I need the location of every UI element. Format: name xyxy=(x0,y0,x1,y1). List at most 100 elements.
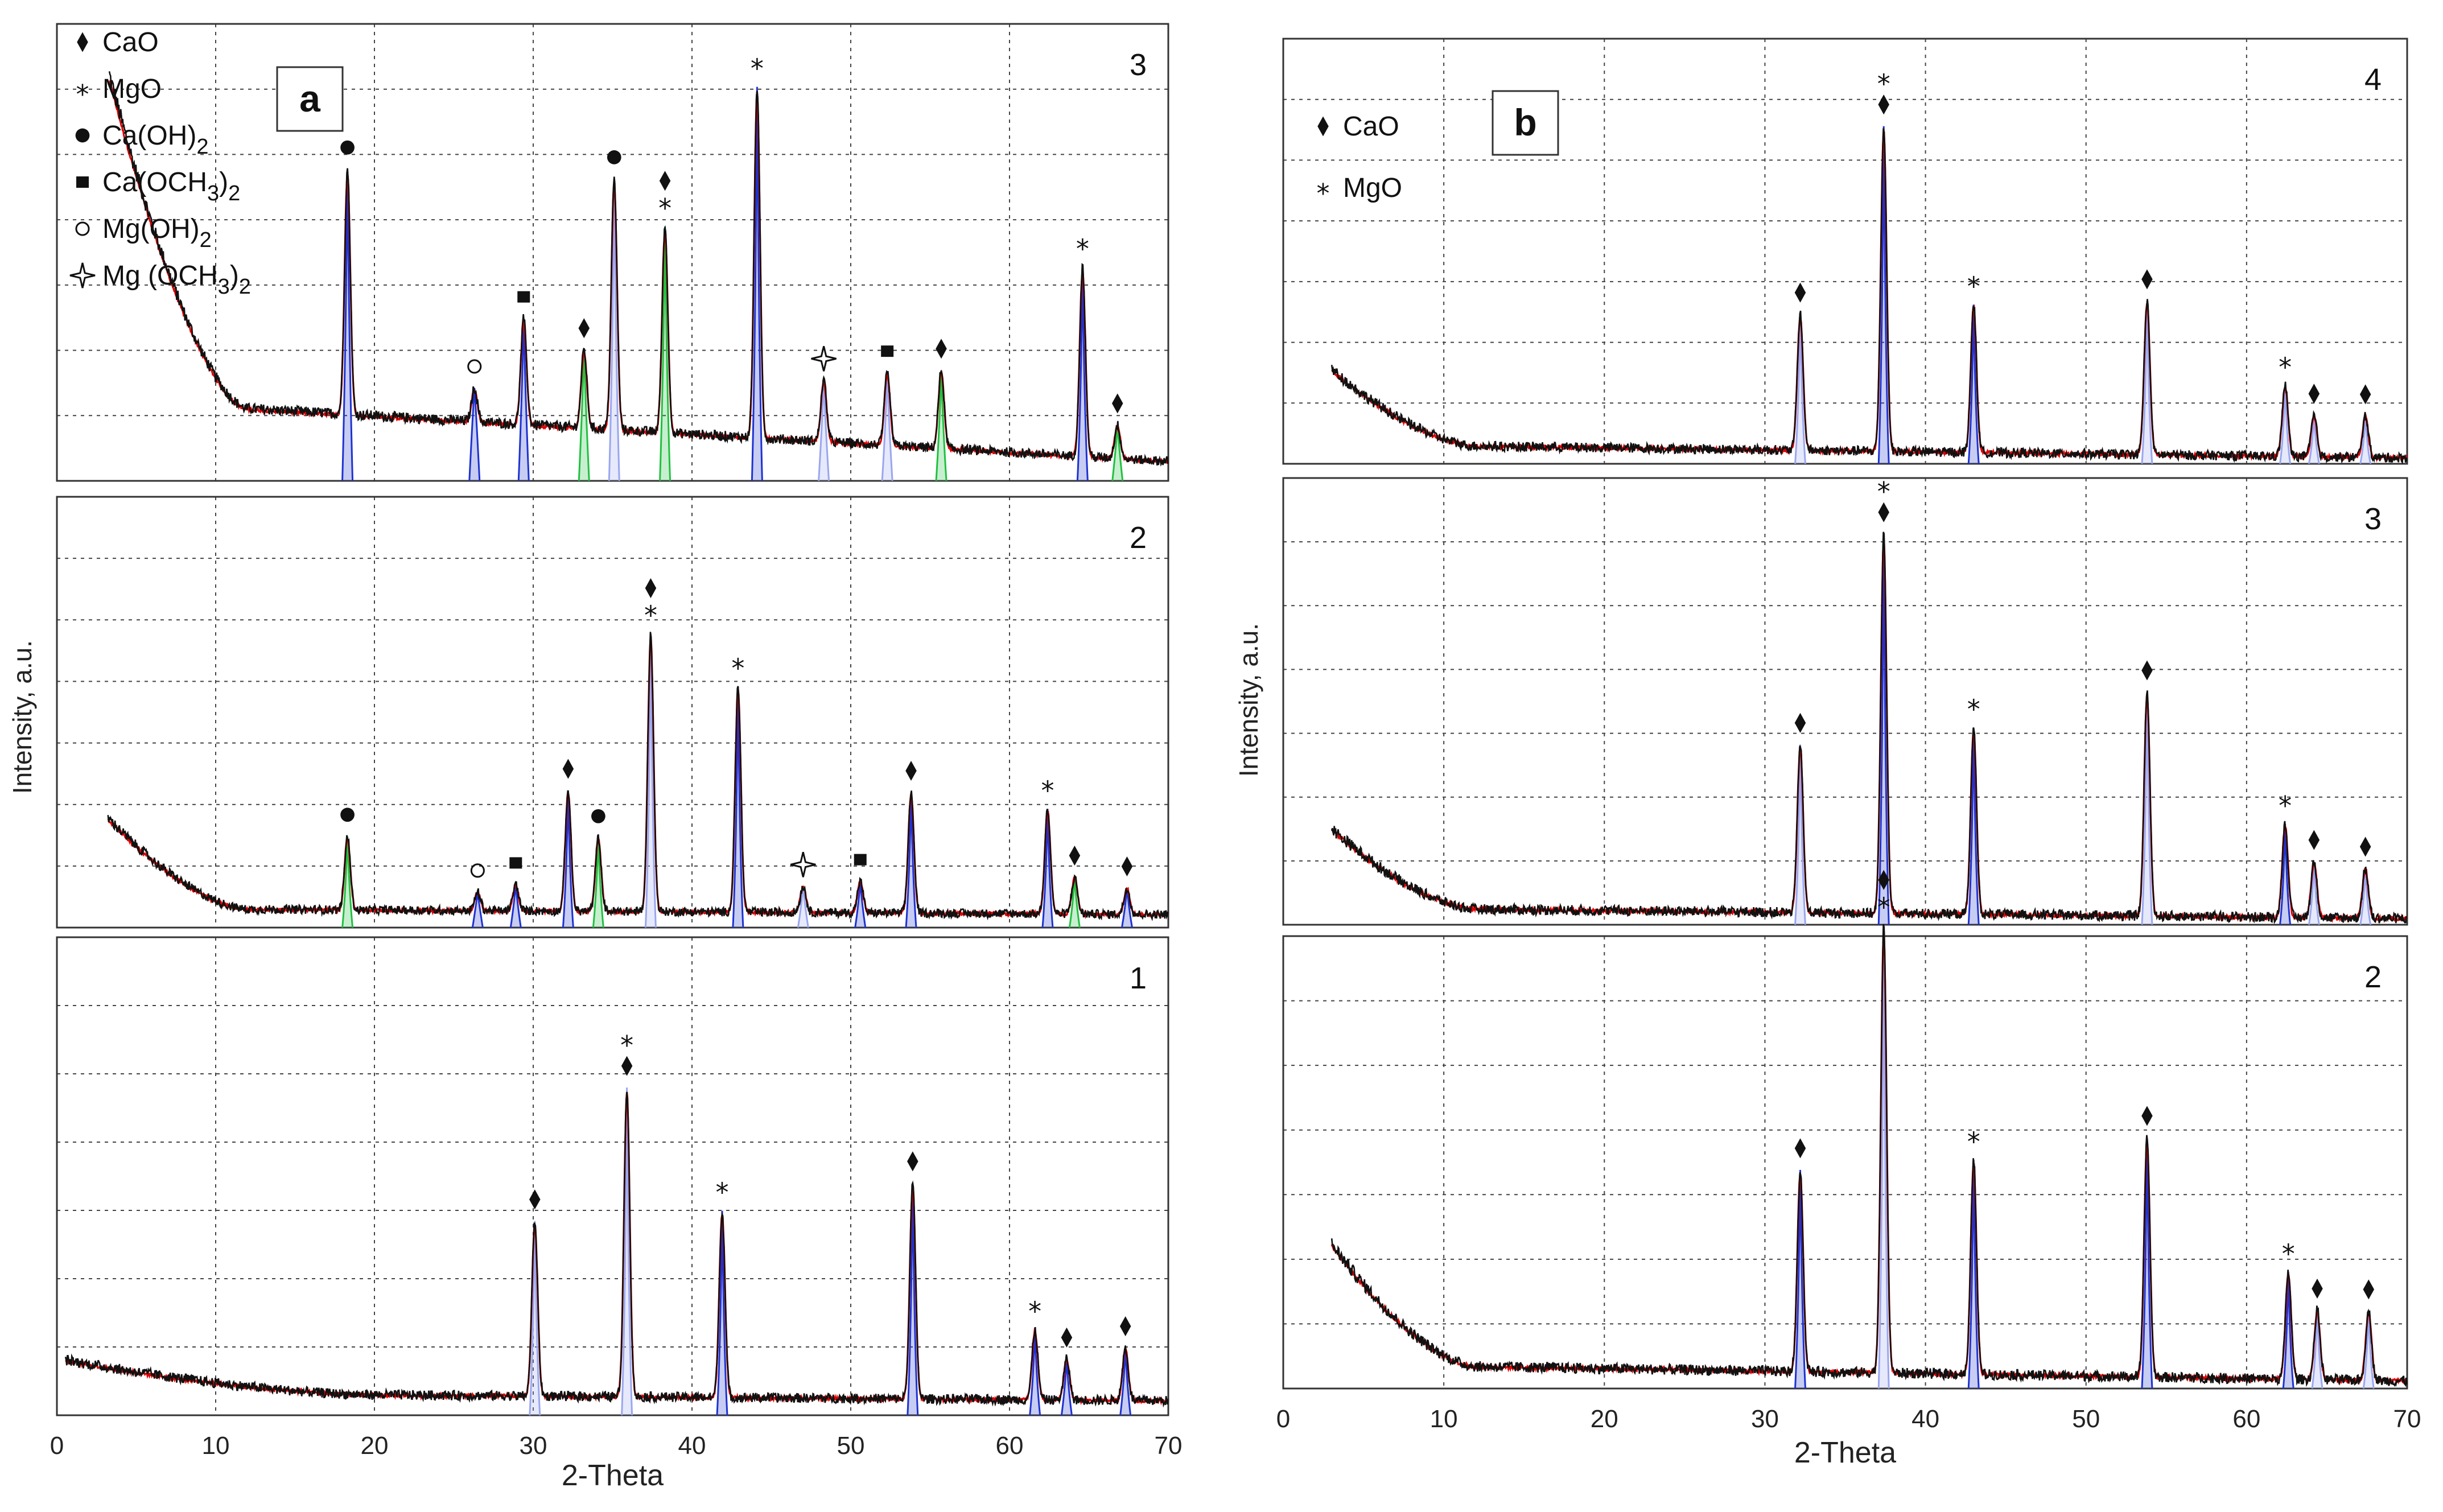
peak-marker-diamond xyxy=(1794,1138,1806,1159)
subplot-number: 2 xyxy=(2364,960,2382,994)
peak-marker-star: * xyxy=(1028,1296,1041,1327)
peak-marker-diamond xyxy=(529,1189,541,1210)
subplot-number: 2 xyxy=(1130,521,1147,555)
legend-item-square: Ca(OCH3)2 xyxy=(76,167,240,205)
phase-peak xyxy=(517,318,530,481)
peak-marker-star: * xyxy=(1877,892,1890,922)
gridlines xyxy=(1283,478,2407,925)
x-tick-label: 50 xyxy=(837,1432,865,1460)
peak-marker-star: * xyxy=(1967,271,1980,302)
peak-marker-star: * xyxy=(2279,790,2292,821)
legend-label: Mg(OH)2 xyxy=(102,214,212,252)
subplot-a-3: * * * 3 xyxy=(56,23,1169,482)
observed-profile xyxy=(1330,128,2408,464)
peak-marker-dot xyxy=(340,140,355,155)
peak-markers: * * * xyxy=(340,53,1123,414)
subplot-a-2: * * * 2 xyxy=(56,496,1169,929)
peak-markers: * * * xyxy=(1794,69,2371,405)
legend-label: CaO xyxy=(102,27,159,57)
phase-peak xyxy=(818,380,830,481)
peak-markers: * * * xyxy=(1794,476,2371,857)
calculated-profile xyxy=(65,1092,1169,1406)
peak-marker-diamond xyxy=(1794,282,1806,303)
calculated-profile xyxy=(1330,539,2408,924)
x-axis-title: 2-Theta xyxy=(1794,1436,1896,1469)
calculated-profile xyxy=(1331,131,2408,463)
legend: CaO * MgO xyxy=(1317,112,1403,209)
subplot-number: 1 xyxy=(1130,961,1147,995)
phase-peak xyxy=(509,884,522,928)
legend-label: Mg (OCH3)2 xyxy=(102,261,251,299)
x-tick-label: 30 xyxy=(520,1432,547,1460)
peak-marker-diamond xyxy=(1119,1316,1131,1337)
peak-marker-diamond xyxy=(1061,1327,1073,1348)
observed-profile xyxy=(1330,532,2408,924)
subplot-frame xyxy=(56,23,1169,482)
phase-peak xyxy=(1967,304,1980,464)
phase-peak xyxy=(1877,126,1890,464)
phase-peak xyxy=(751,86,763,481)
y-axis-title: Intensity, a.u. xyxy=(7,640,37,794)
peak-marker-diamond xyxy=(645,578,657,599)
peak-marker-diamond xyxy=(578,318,590,339)
phase-peaks xyxy=(529,1087,1132,1416)
peak-marker-square xyxy=(854,854,867,866)
legend-square-icon xyxy=(76,176,89,188)
legend-item-dot: Ca(OH)2 xyxy=(75,121,208,159)
legend: CaO * MgO Ca(OH)2 Ca(OCH3)2 Mg(OH)2 Mg (OCH3)2 xyxy=(69,27,251,299)
legend-item-diamond: CaO xyxy=(77,27,159,57)
peak-marker-star: * xyxy=(644,600,657,631)
peak-marker-star: * xyxy=(1076,233,1089,264)
peak-marker-diamond xyxy=(1111,393,1123,414)
subplot-number: 3 xyxy=(2364,502,2382,536)
peak-marker-star: * xyxy=(620,1030,633,1061)
x-tick-label: 10 xyxy=(202,1432,230,1460)
x-tick-label: 20 xyxy=(1591,1405,1618,1433)
legend-item-sparkle: Mg (OCH3)2 xyxy=(69,261,251,299)
subplot-frame xyxy=(56,496,1169,929)
legend-star-icon: * xyxy=(76,79,89,110)
x-tick-label: 30 xyxy=(1751,1405,1779,1433)
peak-marker-star: * xyxy=(658,193,671,224)
legend-label: Ca(OH)2 xyxy=(102,121,208,159)
peak-marker-diamond xyxy=(2141,269,2153,290)
peak-marker-circle xyxy=(470,863,485,878)
legend-dot-icon xyxy=(75,128,90,143)
x-tick-label: 0 xyxy=(50,1432,64,1460)
peak-marker-star: * xyxy=(1041,776,1054,806)
phase-peak xyxy=(1794,744,1806,925)
phase-peak xyxy=(578,349,590,481)
x-tick-label: 50 xyxy=(2072,1405,2100,1433)
chart-panel-b: ***4***3***20 10 20 30 40 50 60 702-ThetaIntens… xyxy=(1234,38,2421,1469)
peak-marker-diamond xyxy=(2312,1278,2323,1299)
peak-marker-star: * xyxy=(716,1177,729,1208)
x-axis-title: 2-Theta xyxy=(562,1459,664,1492)
observed-profile xyxy=(108,71,1169,467)
panel-letter: a xyxy=(299,77,321,120)
legend-label: MgO xyxy=(1343,173,1402,203)
legend-circle-icon xyxy=(75,221,90,236)
peak-marker-diamond xyxy=(905,760,917,781)
peak-marker-diamond xyxy=(1878,870,1889,890)
legend-item-star: * MgO xyxy=(1317,173,1403,209)
x-tick-label: 40 xyxy=(1911,1405,1939,1433)
x-tick-label: 20 xyxy=(361,1432,389,1460)
subplot-a-1: * * * 1 xyxy=(56,936,1169,1416)
gridlines xyxy=(57,497,1168,928)
legend-sparkle-icon xyxy=(69,262,96,289)
phase-peak xyxy=(529,1221,541,1416)
peak-marker-diamond xyxy=(2363,1279,2375,1300)
x-tick-label: 0 xyxy=(1276,1405,1290,1433)
peak-marker-star: * xyxy=(2282,1238,2295,1269)
peak-markers: * * * xyxy=(1794,870,2375,1300)
peak-marker-diamond xyxy=(621,1056,633,1076)
peak-marker-diamond xyxy=(1069,845,1081,866)
peak-marker-star: * xyxy=(1877,69,1890,100)
peak-marker-square xyxy=(509,857,522,869)
legend-label: CaO xyxy=(1343,112,1399,142)
x-tick-label: 60 xyxy=(2232,1405,2260,1433)
observed-profile xyxy=(1330,924,2408,1387)
peak-marker-sparkle xyxy=(790,851,816,877)
phase-peak xyxy=(1794,1169,1806,1389)
